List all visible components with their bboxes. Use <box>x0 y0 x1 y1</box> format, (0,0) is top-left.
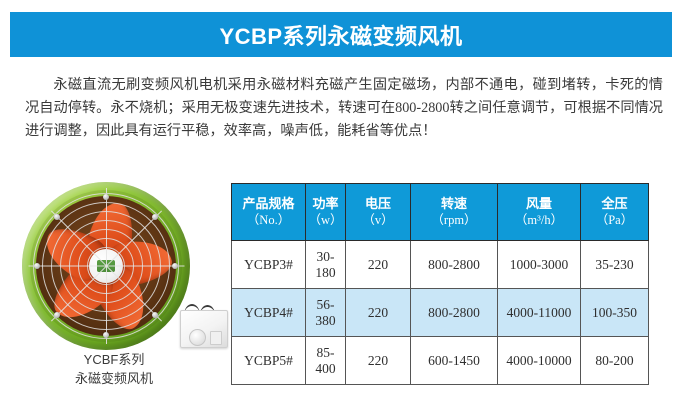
fan-guard-bolt <box>172 263 178 269</box>
fan-guard-bolt <box>152 312 158 318</box>
fan-guard-bolt <box>54 214 60 220</box>
column-header-airflow: 风量 （m³/h） <box>497 183 581 241</box>
fan-guard-bolt <box>152 214 158 220</box>
cell-voltage: 220 <box>345 240 411 289</box>
control-box-cable <box>184 304 200 315</box>
column-header-pressure-unit: （Pa） <box>595 213 634 227</box>
table-row: YCBP3# 30-180 220 800-2800 1000-3000 35-… <box>231 240 649 289</box>
control-box-cable <box>200 305 215 315</box>
page-title: YCBP系列永磁变频风机 <box>219 23 463 49</box>
cell-speed: 600-1450 <box>410 336 498 385</box>
figure-caption-line-1: YCBF系列 <box>83 352 145 367</box>
control-box-knob-icon <box>189 329 206 346</box>
column-header-model: 产品规格 （No.） <box>231 183 306 241</box>
cell-power: 85-400 <box>305 336 346 385</box>
fan-guard-bolt <box>54 312 60 318</box>
cell-pressure: 80-200 <box>580 336 649 385</box>
product-figure: YCBF系列 永磁变频风机 <box>14 178 228 386</box>
fan-guard-bolt <box>103 194 109 200</box>
control-box-body <box>180 310 228 348</box>
column-header-airflow-name: 风量 <box>525 196 552 211</box>
table-header-row: 产品规格 （No.） 功率 （w） 电压 （v） 转速 （rpm） 风量 （m³… <box>231 183 649 241</box>
table-row: YCBP4# 56-380 220 800-2800 4000-11000 10… <box>231 288 649 337</box>
cell-model: YCBP5# <box>231 336 306 385</box>
intro-paragraph: 永磁直流无刷变频风机电机采用永磁材料充磁产生固定磁场，内部不通电，碰到堵转，卡死… <box>25 77 663 139</box>
column-header-speed-name: 转速 <box>440 196 467 211</box>
cell-voltage: 220 <box>345 336 411 385</box>
fan-guard-spoke <box>105 188 107 266</box>
column-header-pressure: 全压 （Pa） <box>580 183 649 241</box>
column-header-voltage-name: 电压 <box>364 196 391 211</box>
column-header-voltage: 电压 （v） <box>345 183 411 241</box>
specification-table: 产品规格 （No.） 功率 （w） 电压 （v） 转速 （rpm） 风量 （m³… <box>231 183 649 385</box>
axial-fan-illustration <box>22 182 190 350</box>
column-header-speed: 转速 （rpm） <box>410 183 498 241</box>
control-box-switch-icon <box>210 331 222 345</box>
fan-guard-bolt <box>103 332 109 338</box>
cell-voltage: 220 <box>345 288 411 337</box>
cell-model: YCBP3# <box>231 240 306 289</box>
fan-guard-bolt <box>34 263 40 269</box>
column-header-airflow-unit: （m³/h） <box>514 213 564 227</box>
cell-power: 56-380 <box>305 288 346 337</box>
table-row: YCBP5# 85-400 220 600-1450 4000-10000 80… <box>231 336 649 385</box>
column-header-power: 功率 （w） <box>305 183 346 241</box>
column-header-pressure-name: 全压 <box>601 196 628 211</box>
column-header-power-name: 功率 <box>312 196 339 211</box>
cell-speed: 800-2800 <box>410 288 498 337</box>
column-header-power-unit: （w） <box>308 213 343 227</box>
column-header-voltage-unit: （v） <box>362 213 394 227</box>
cell-pressure: 35-230 <box>580 240 649 289</box>
column-header-model-name: 产品规格 <box>242 196 295 211</box>
header-banner: YCBP系列永磁变频风机 <box>10 12 672 57</box>
column-header-model-unit: （No.） <box>246 213 291 227</box>
cell-airflow: 4000-10000 <box>497 336 581 385</box>
column-header-speed-unit: （rpm） <box>431 213 477 227</box>
cell-pressure: 100-350 <box>580 288 649 337</box>
cell-model: YCBP4# <box>231 288 306 337</box>
cell-speed: 800-2800 <box>410 240 498 289</box>
cell-power: 30-180 <box>305 240 346 289</box>
figure-caption-line-2: 永磁变频风机 <box>74 371 153 386</box>
cell-airflow: 1000-3000 <box>497 240 581 289</box>
cell-airflow: 4000-11000 <box>497 288 581 337</box>
fan-speed-control-box <box>180 304 228 348</box>
figure-caption: YCBF系列 永磁变频风机 <box>14 350 214 388</box>
